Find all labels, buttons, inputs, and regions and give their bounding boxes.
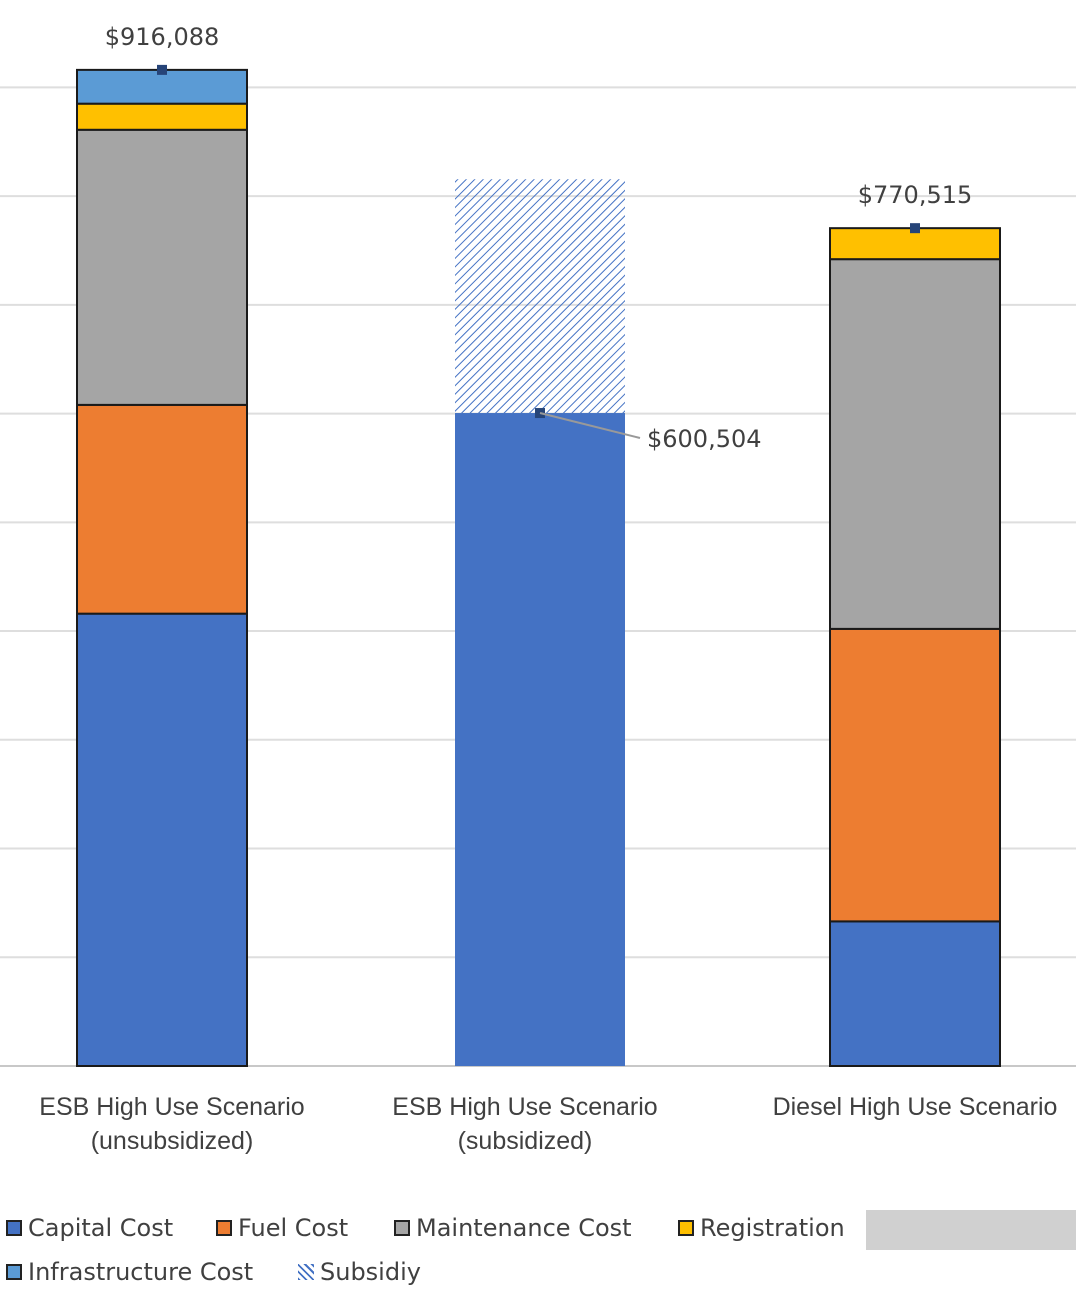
legend-label: Fuel Cost xyxy=(238,1214,349,1242)
bar-segment xyxy=(829,627,1001,923)
legend-swatch xyxy=(678,1220,694,1236)
legend-label: Infrastructure Cost xyxy=(28,1258,254,1286)
legend-swatch xyxy=(394,1220,410,1236)
bar-segment xyxy=(829,258,1001,630)
bar-segment xyxy=(76,128,248,406)
legend-label: Capital Cost xyxy=(28,1214,174,1242)
bar-segment xyxy=(455,179,625,414)
legend-entry: Infrastructure Cost xyxy=(6,1258,253,1286)
legend-label: Registration xyxy=(700,1214,845,1242)
legend-swatch xyxy=(6,1220,22,1236)
legend-swatch xyxy=(298,1264,314,1280)
legend-swatch xyxy=(216,1220,232,1236)
bar-segment xyxy=(76,403,248,615)
total-label: $770,515 xyxy=(858,181,973,209)
x-tick-label: ESB High Use Scenario (unsubsidized) xyxy=(39,1093,305,1155)
total-label: $916,088 xyxy=(105,23,220,51)
total-marker xyxy=(157,64,167,75)
legend-entry: Fuel Cost xyxy=(216,1214,348,1242)
legend-entry: Registration xyxy=(678,1214,845,1242)
bar-segment xyxy=(76,68,248,105)
legend-label: Subsidiy xyxy=(320,1258,421,1286)
bar-segment xyxy=(829,920,1001,1067)
bar-segment xyxy=(76,102,248,131)
bar-segment xyxy=(455,413,625,1067)
x-tick-label: ESB High Use Scenario (subsidized) xyxy=(392,1093,658,1155)
legend-entry: Capital Cost xyxy=(6,1214,173,1242)
legend-entry: Maintenance Cost xyxy=(394,1214,632,1242)
blur-decoration xyxy=(866,1210,1076,1250)
bar-segment xyxy=(76,612,248,1067)
legend-swatch xyxy=(6,1264,22,1280)
legend-entry: Subsidiy xyxy=(298,1258,421,1286)
x-tick-label: Diesel High Use Scenario xyxy=(772,1093,1058,1121)
leader-line xyxy=(539,412,641,440)
total-label: $600,504 xyxy=(647,425,762,453)
total-marker xyxy=(910,223,920,234)
legend-label: Maintenance Cost xyxy=(416,1214,632,1242)
